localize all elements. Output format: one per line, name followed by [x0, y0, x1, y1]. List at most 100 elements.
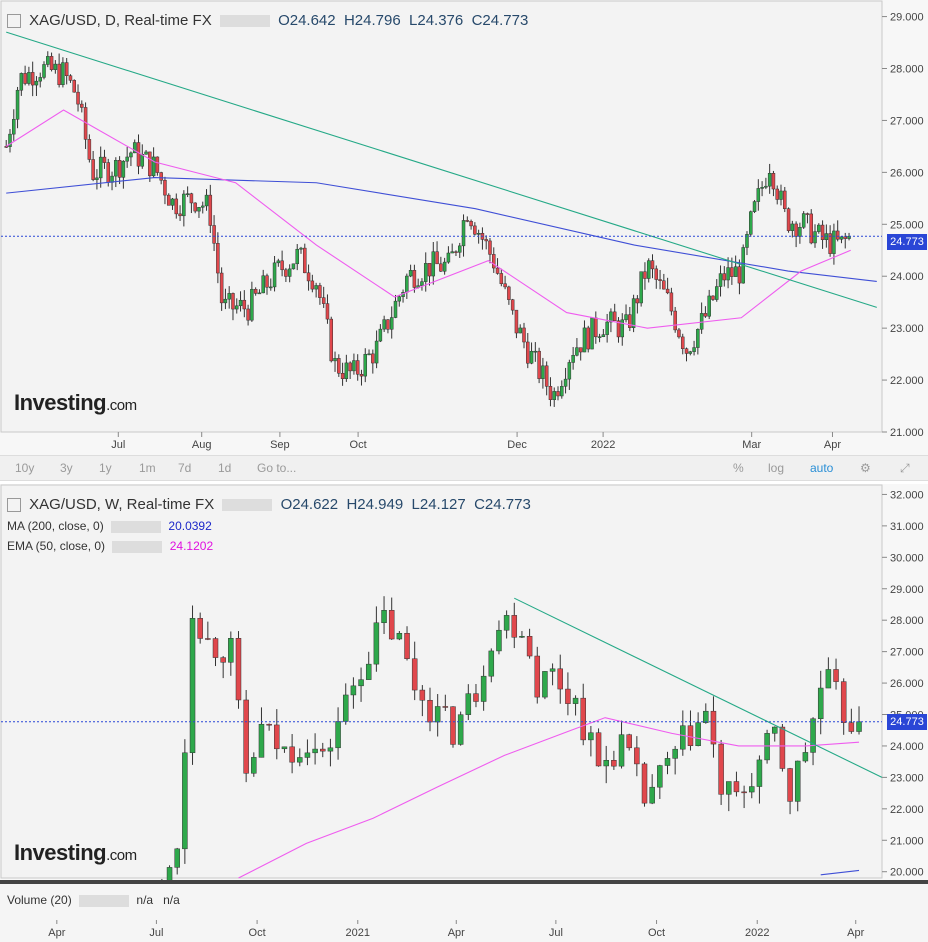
volume-label[interactable]: Volume (20) [7, 893, 72, 907]
candle-body [786, 208, 791, 231]
candle-body [450, 251, 454, 254]
candle-body [696, 329, 700, 348]
candle-body [333, 358, 337, 362]
candle-body [335, 721, 341, 749]
auto-scale-toggle[interactable]: auto [810, 461, 834, 475]
candle-body [352, 360, 356, 372]
candle-body [106, 162, 111, 183]
log-scale-toggle[interactable]: log [768, 461, 785, 475]
range-1y[interactable]: 1y [99, 461, 112, 475]
collapse-icon[interactable] [7, 14, 21, 29]
ema-legend: EMA (50, close, 0) 24.1202 [7, 539, 213, 553]
ema-settings-icon[interactable] [112, 540, 163, 553]
symbol-label[interactable]: XAG/USD, D, Real-time FX [29, 12, 212, 29]
settings-icon[interactable]: ⚙ [860, 461, 871, 475]
ema-50-line [5, 109, 851, 329]
candle-body [435, 251, 439, 265]
x-tick-label: 2021 [346, 927, 370, 939]
candle-body [771, 173, 776, 190]
candle-body [411, 658, 418, 691]
range-1d[interactable]: 1d [218, 461, 232, 475]
candle-body [688, 351, 693, 354]
candle-body [274, 724, 280, 750]
candle-body [809, 213, 813, 244]
candle-body [197, 618, 203, 639]
candle-body [253, 288, 258, 294]
x-tick-label: Apr [847, 927, 864, 939]
candle-body [544, 365, 549, 387]
volume-settings-icon[interactable] [79, 894, 130, 907]
range-7d[interactable]: 7d [178, 461, 192, 475]
candle-body [595, 732, 602, 767]
candle-body [374, 340, 379, 364]
series-settings-icon[interactable] [222, 499, 273, 512]
candle-body [560, 386, 564, 397]
range-1m[interactable]: 1m [139, 461, 156, 475]
candle-body [389, 317, 394, 330]
candle-body [228, 638, 234, 663]
candle-body [514, 309, 519, 334]
candle-body [348, 362, 352, 372]
y-tick-label: 25.000 [890, 219, 924, 231]
ma-label[interactable]: MA (200, close, 0) [7, 519, 104, 533]
range-10y[interactable]: 10y [15, 461, 35, 475]
trend-line [514, 597, 883, 778]
candle-body [756, 759, 763, 787]
candle-body [53, 63, 58, 70]
y-tick-label: 21.000 [890, 835, 924, 847]
y-tick-label: 20.000 [890, 867, 924, 879]
candle-body [396, 632, 403, 640]
candle-body [355, 360, 360, 375]
investing-logo: Investing.com [14, 390, 137, 415]
candle-body [204, 194, 209, 207]
candle-body [628, 314, 632, 328]
y-tick-label: 28.000 [890, 615, 924, 627]
series-settings-icon[interactable] [219, 15, 270, 28]
candle-body [817, 224, 821, 232]
candle-body [586, 327, 590, 350]
candle-body [590, 317, 594, 350]
candle-body [159, 172, 163, 181]
candle-body [457, 245, 462, 253]
candle-body [427, 699, 433, 723]
candle-body [856, 721, 862, 732]
daily-chart-svg[interactable]: 21.000 22.000 23.000 24.000 25.000 26.000 27.0… [0, 0, 928, 455]
fullscreen-icon[interactable]: ⤢ [900, 461, 910, 475]
candle-body [662, 280, 666, 290]
candle-body [337, 358, 341, 374]
candle-body [303, 247, 307, 274]
y-tick-label: 22.000 [890, 375, 924, 387]
candle-body [359, 373, 364, 377]
candle-body [231, 293, 235, 310]
weekly-chart-svg[interactable]: 20.00021.00022.00023.00024.00025.00026.0… [0, 484, 928, 880]
collapse-icon[interactable] [7, 498, 21, 513]
candle-body [419, 689, 426, 701]
candle-body [434, 706, 441, 723]
volume-value-1: n/a [136, 893, 154, 907]
high-value: H24.949 [346, 496, 404, 513]
x-tick-label: Apr [48, 927, 65, 939]
candle-body [350, 685, 357, 696]
candle-body [15, 89, 20, 120]
candle-body [212, 225, 216, 244]
ma-settings-icon[interactable] [111, 520, 162, 533]
candle-body [692, 347, 696, 352]
candle-body [76, 91, 80, 105]
range-3y[interactable]: 3y [60, 461, 73, 475]
candle-body [833, 669, 839, 682]
candle-body [749, 786, 755, 793]
candle-body [703, 313, 708, 317]
go-to-date[interactable]: Go to... [257, 461, 297, 475]
percent-scale-toggle[interactable]: % [733, 461, 744, 475]
y-tick-label: 21.000 [890, 427, 924, 439]
candle-body [388, 610, 395, 640]
candle-body [529, 350, 534, 364]
y-tick-label: 28.000 [890, 64, 924, 76]
symbol-label[interactable]: XAG/USD, W, Real-time FX [29, 496, 215, 513]
candle-body [182, 193, 186, 217]
ema-label[interactable]: EMA (50, close, 0) [7, 539, 106, 553]
candle-body [711, 295, 715, 300]
x-tick-label: Jul [149, 927, 163, 939]
candle-body [365, 663, 372, 680]
candle-body [174, 198, 179, 215]
